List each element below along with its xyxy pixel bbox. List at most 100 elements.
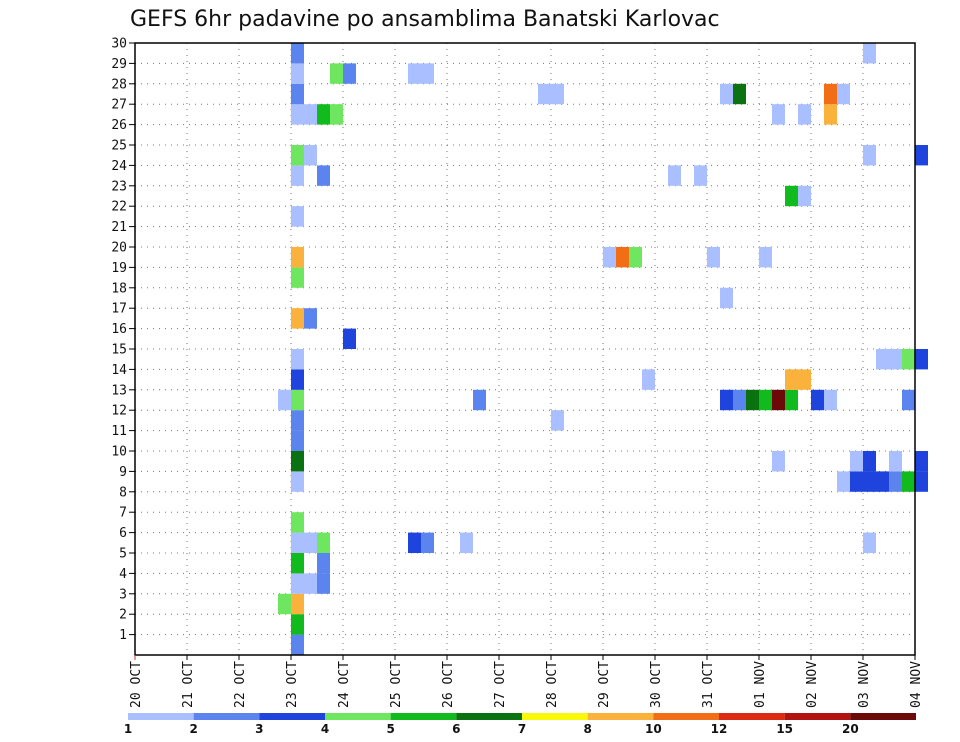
precipitation-cell [876, 471, 889, 492]
precipitation-cell [291, 532, 304, 553]
precipitation-cell [291, 206, 304, 227]
precipitation-cell [915, 451, 928, 472]
precipitation-cell [304, 308, 317, 329]
precipitation-cell [772, 389, 785, 411]
y-tick-label: 8 [119, 485, 127, 500]
legend-label: 12 [711, 722, 728, 736]
precipitation-cell [408, 532, 421, 553]
x-tick-label: 23 OCT [285, 661, 300, 708]
precipitation-cell [421, 63, 434, 84]
precipitation-cell [824, 104, 837, 125]
precipitation-cell [421, 532, 434, 553]
precipitation-cell [603, 247, 616, 268]
precipitation-cell [291, 83, 304, 105]
precipitation-cell [720, 83, 733, 105]
legend-swatch [850, 713, 916, 720]
precipitation-cell [863, 451, 876, 472]
precipitation-cell [291, 165, 304, 186]
x-tick-label: 31 OCT [701, 661, 716, 708]
x-tick-label: 29 OCT [597, 661, 612, 708]
legend-swatch [128, 713, 194, 720]
precipitation-cell [291, 63, 304, 84]
legend-swatch [784, 713, 851, 720]
precipitation-cell [850, 471, 863, 492]
legend-swatch [193, 713, 260, 720]
precipitation-cell [304, 145, 317, 166]
legend-label: 5 [386, 722, 394, 736]
precipitation-cell [902, 471, 915, 492]
precipitation-cell [408, 63, 421, 84]
precipitation-cell [629, 247, 642, 268]
precipitation-cell [902, 389, 915, 411]
y-tick-label: 28 [111, 77, 127, 92]
precipitation-cell [304, 532, 317, 553]
y-tick-label: 9 [119, 465, 127, 480]
precipitation-cell [642, 369, 655, 390]
precipitation-cell [785, 389, 798, 411]
precipitation-cell [291, 512, 304, 533]
y-tick-label: 11 [111, 424, 127, 439]
y-tick-label: 18 [111, 281, 127, 296]
y-tick-label: 20 [111, 241, 127, 256]
x-tick-label: 22 OCT [233, 661, 248, 708]
precipitation-cell [291, 389, 304, 411]
precipitation-cell [824, 389, 837, 411]
y-tick-label: 15 [111, 343, 127, 358]
precipitation-cell [915, 471, 928, 492]
legend-label: 4 [321, 722, 329, 736]
precipitation-cell [707, 247, 720, 268]
precipitation-cell [317, 553, 330, 574]
precipitation-cell [291, 247, 304, 268]
x-tick-label: 27 OCT [493, 661, 508, 708]
precipitation-cell [330, 63, 343, 84]
precipitation-cell [889, 349, 902, 370]
precipitation-cell [317, 573, 330, 594]
precipitation-cell [850, 451, 863, 472]
y-tick-label: 30 [111, 37, 127, 52]
x-axis: 20 OCT 21 OCT 22 OCT 23 OCT 24 OCT 25 OCT 26 O… [129, 655, 924, 708]
x-tick-label: 30 OCT [649, 661, 664, 708]
precipitation-cell [291, 553, 304, 574]
legend-label: 10 [645, 722, 662, 736]
y-tick-label: 4 [119, 567, 127, 582]
legend-swatch [456, 713, 522, 720]
legend-swatch [587, 713, 654, 720]
precipitation-cell [720, 287, 733, 309]
x-tick-label: 24 OCT [337, 661, 352, 708]
precipitation-cell [278, 593, 291, 615]
precipitation-cell [720, 389, 733, 411]
precipitation-cell [772, 451, 785, 472]
y-tick-label: 25 [111, 139, 127, 154]
legend-label: 20 [842, 722, 859, 736]
legend-label: 6 [452, 722, 460, 736]
precipitation-cell [291, 593, 304, 615]
precipitation-cell [772, 104, 785, 125]
y-tick-label: 23 [111, 179, 127, 194]
precipitation-cell [317, 165, 330, 186]
legend-swatch [259, 713, 325, 720]
precipitation-cell [291, 614, 304, 635]
y-tick-label: 16 [111, 322, 127, 337]
precipitation-cell [785, 185, 798, 207]
y-tick-label: 1 [119, 628, 127, 643]
precipitation-cell [291, 267, 304, 288]
precipitation-cell [317, 532, 330, 553]
x-tick-label: 03 NOV [857, 661, 872, 708]
y-tick-label: 17 [111, 302, 127, 317]
precipitation-cell [915, 349, 928, 370]
precipitation-cell [668, 165, 681, 186]
precipitation-cell [291, 145, 304, 166]
grid-lines [135, 43, 915, 655]
legend-swatch [719, 713, 785, 720]
y-tick-label: 21 [111, 220, 127, 235]
precipitation-cell [538, 83, 551, 105]
precipitation-cell [733, 389, 746, 411]
y-tick-label: 3 [119, 587, 127, 602]
precipitation-cells [278, 43, 928, 655]
precipitation-cell [278, 389, 291, 411]
precipitation-cell [330, 104, 343, 125]
x-tick-label: 01 NOV [753, 661, 768, 708]
precipitation-cell [889, 451, 902, 472]
precipitation-cell [551, 83, 564, 105]
x-tick-label: 20 OCT [129, 661, 144, 708]
